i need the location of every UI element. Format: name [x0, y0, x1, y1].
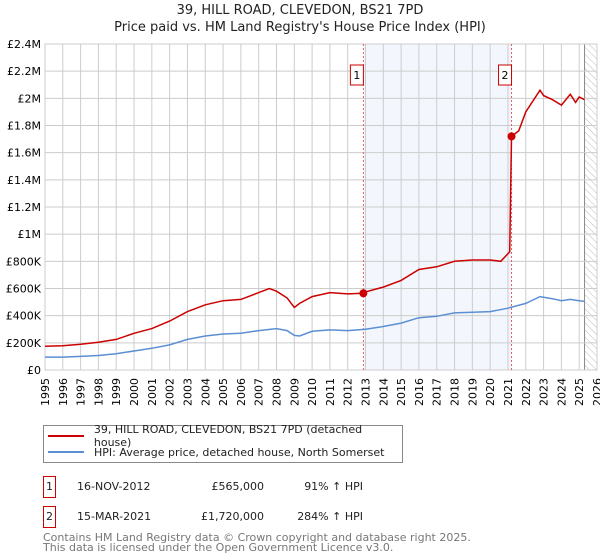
x-tick-label: 2025	[573, 378, 586, 406]
x-tick-label: 2014	[377, 378, 390, 406]
x-tick-label: 1997	[75, 378, 88, 406]
footer-copyright: Contains HM Land Registry data © Crown c…	[43, 531, 471, 544]
sale-label-box	[349, 64, 364, 86]
x-tick-label: 2007	[253, 378, 266, 406]
x-tick-label: 2023	[538, 378, 551, 406]
y-tick-label: £1.6M	[7, 147, 41, 160]
chart-subtitle: Price paid vs. HM Land Registry's House …	[114, 20, 486, 35]
transaction-date: 16-NOV-2012	[77, 480, 151, 493]
x-tick-label: 2016	[413, 378, 426, 406]
transaction-hpi: 284% ↑ HPI	[297, 510, 363, 523]
transaction-price: £565,000	[211, 480, 265, 493]
footer-licence: This data is licensed under the Open Gov…	[43, 541, 394, 554]
legend: 39, HILL ROAD, CLEVEDON, BS21 7PD (detac…	[43, 423, 403, 463]
x-tick-label: 1996	[57, 378, 70, 406]
x-tick-label: 2003	[181, 378, 194, 406]
transaction-date: 15-MAR-2021	[77, 510, 152, 523]
x-tick-label: 2017	[431, 378, 444, 406]
hpi-line	[45, 295, 585, 358]
x-tick-label: 2002	[164, 378, 177, 406]
plot-area: 1995 1996 1997 1998 1999 2000 2001 2002 2003 2004…	[6, 38, 600, 406]
transaction-marker: 2	[43, 506, 56, 528]
sale-label: 1	[353, 69, 360, 82]
x-tick-label: 2026	[591, 378, 600, 406]
y-tick-label: £2.2M	[7, 65, 41, 78]
sale-point	[507, 132, 516, 141]
chart-title: 39, HILL ROAD, CLEVEDON, BS21 7PD	[176, 3, 424, 18]
x-tick-label: 2010	[306, 378, 319, 406]
x-tick-label: 2006	[235, 378, 248, 406]
x-tick-label: 2004	[199, 378, 212, 406]
legend-label-hpi: HPI: Average price, detached house, Nort…	[94, 445, 385, 459]
transaction-marker: 1	[43, 476, 56, 498]
y-tick-label: £2.4M	[7, 38, 41, 51]
legend-blue-line	[48, 451, 84, 453]
x-tick-label: 2001	[146, 378, 159, 406]
y-tick-label: £600K	[6, 283, 42, 296]
y-tick-label: £1M	[18, 228, 42, 241]
y-tick-label: £400K	[6, 310, 42, 323]
y-tick-label: £1.4M	[7, 174, 41, 187]
x-tick-label: 2009	[288, 378, 301, 406]
sale-label-box	[498, 64, 513, 86]
x-tick-label: 2019	[466, 378, 479, 406]
x-tick-label: 1999	[110, 378, 123, 406]
legend-label-property: 39, HILL ROAD, CLEVEDON, BS21 7PD (detac…	[93, 423, 363, 449]
x-tick-label: 2021	[502, 378, 515, 406]
x-tick-label: 2000	[128, 378, 141, 406]
sale-label: 2	[502, 69, 509, 82]
y-tick-label: £0	[27, 364, 41, 377]
x-tick-label: 2012	[342, 378, 355, 406]
x-tick-label: 2005	[217, 378, 230, 406]
x-tick-label: 2011	[324, 378, 337, 406]
y-tick-label: £1.8M	[7, 120, 41, 133]
x-tick-label: 1998	[92, 378, 105, 406]
sale-point	[359, 289, 368, 298]
x-tick-label: 2018	[449, 378, 462, 406]
x-tick-label: 1995	[39, 378, 52, 406]
x-tick-label: 2022	[520, 378, 533, 406]
x-tick-label: 2008	[270, 378, 283, 406]
x-tick-label: 2020	[484, 378, 497, 406]
transaction-price: £1,720,000	[201, 510, 264, 523]
y-tick-label: £1.2M	[7, 201, 41, 214]
x-tick-label: 2013	[360, 378, 373, 406]
legend-red-line	[48, 435, 84, 437]
y-tick-label: £200K	[6, 337, 42, 350]
y-tick-label: £800K	[6, 255, 42, 268]
x-tick-label: 2015	[395, 378, 408, 406]
x-tick-label: 2024	[555, 378, 568, 406]
transaction-hpi: 91% ↑ HPI	[304, 480, 363, 493]
y-tick-label: £2M	[18, 92, 42, 105]
